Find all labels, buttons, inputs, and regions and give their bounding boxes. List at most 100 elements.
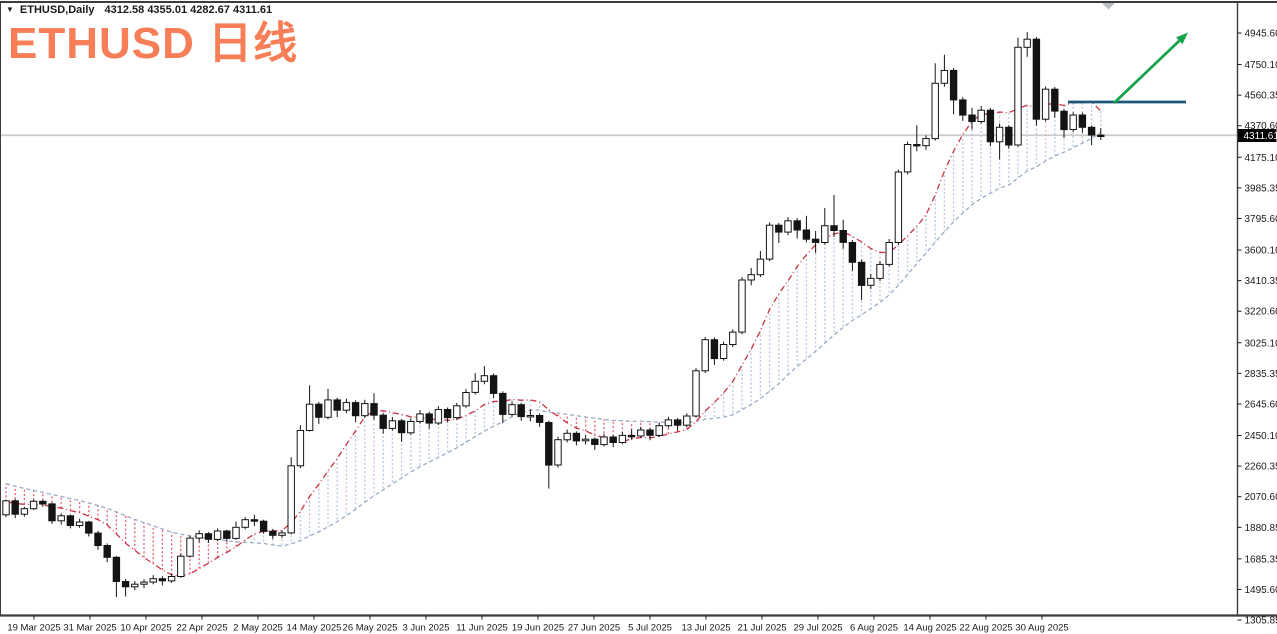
candle bbox=[775, 224, 783, 233]
candle bbox=[765, 224, 774, 260]
user-annotations[interactable] bbox=[1068, 32, 1188, 105]
candle bbox=[121, 581, 130, 588]
price-tick-label: 3025.10 bbox=[1245, 338, 1277, 349]
candle bbox=[922, 138, 930, 147]
candle bbox=[986, 109, 995, 143]
date-tick-label: 19 Jun 2025 bbox=[512, 623, 564, 634]
price-tick-label: 2070.60 bbox=[1245, 492, 1277, 503]
candle bbox=[600, 436, 608, 446]
price-tick-label: 4370.60 bbox=[1245, 121, 1277, 132]
candle bbox=[112, 556, 121, 582]
candle bbox=[94, 532, 102, 546]
candle bbox=[232, 526, 240, 539]
candle bbox=[278, 532, 286, 536]
candle bbox=[894, 171, 903, 243]
candle bbox=[931, 82, 939, 140]
candle bbox=[167, 576, 176, 582]
candle bbox=[903, 144, 912, 173]
candle bbox=[747, 274, 755, 281]
up-arrow-shaft[interactable] bbox=[1113, 39, 1181, 105]
candle bbox=[250, 519, 259, 522]
candle bbox=[462, 392, 470, 407]
current-price-badge-label: 4311.61 bbox=[1244, 131, 1277, 142]
candle bbox=[830, 225, 838, 231]
price-tick-label: 4175.10 bbox=[1245, 153, 1277, 164]
price-tick-label: 1685.35 bbox=[1245, 554, 1277, 565]
candle bbox=[784, 220, 792, 233]
candle bbox=[149, 578, 157, 583]
up-arrow-head[interactable] bbox=[1176, 32, 1188, 45]
ma-fast-line bbox=[5, 100, 1102, 577]
candle bbox=[609, 436, 617, 443]
candle bbox=[407, 421, 415, 434]
candle bbox=[867, 277, 875, 286]
candle bbox=[499, 392, 507, 415]
candle bbox=[370, 403, 378, 416]
candle bbox=[1041, 88, 1050, 120]
date-tick-label: 22 Aug 2025 bbox=[959, 623, 1012, 634]
candle bbox=[857, 261, 866, 286]
candle bbox=[29, 500, 38, 510]
candle bbox=[526, 415, 535, 418]
candle bbox=[618, 434, 627, 443]
price-tick-label: 2450.10 bbox=[1245, 431, 1277, 442]
candle bbox=[811, 238, 820, 243]
date-tick-label: 22 Apr 2025 bbox=[176, 623, 227, 634]
candle bbox=[204, 533, 213, 540]
chart-shift-marker-icon[interactable] bbox=[1102, 3, 1115, 10]
moving-averages bbox=[5, 100, 1102, 577]
candle bbox=[287, 465, 295, 534]
candle bbox=[342, 402, 351, 411]
candle bbox=[241, 519, 249, 528]
candle bbox=[959, 99, 967, 116]
candle bbox=[1069, 114, 1077, 130]
candle bbox=[710, 339, 719, 360]
candle bbox=[563, 432, 571, 441]
candle bbox=[545, 422, 553, 466]
candle bbox=[158, 578, 167, 582]
candle bbox=[683, 415, 691, 426]
candle bbox=[1097, 134, 1105, 138]
price-tick-label: 1305.85 bbox=[1245, 616, 1277, 627]
candle bbox=[443, 409, 452, 419]
candle bbox=[66, 515, 75, 526]
candle bbox=[11, 500, 19, 515]
date-tick-label: 10 Apr 2025 bbox=[120, 623, 171, 634]
candle bbox=[581, 438, 590, 442]
candle bbox=[554, 439, 562, 466]
price-tick-label: 4560.35 bbox=[1245, 91, 1277, 102]
candle bbox=[259, 520, 268, 532]
candle bbox=[517, 404, 525, 418]
candle bbox=[324, 399, 332, 418]
collapse-chart-icon[interactable]: ▼ bbox=[6, 5, 14, 14]
candle bbox=[508, 404, 516, 415]
time-axis[interactable]: 19 Mar 2025 31 Mar 2025 10 Apr 2025 22 Apr … bbox=[7, 615, 1069, 634]
candle bbox=[2, 500, 10, 516]
chart-title-bar: ▼ ETHUSD,Daily 4312.58 4355.01 4282.67 4… bbox=[6, 4, 272, 16]
candle bbox=[977, 109, 985, 122]
price-axis[interactable]: 4945.60 4750.10 4560.35 4370.60 4175.10 3985.… bbox=[1237, 29, 1277, 627]
price-tick-label: 3600.10 bbox=[1245, 246, 1277, 257]
candle bbox=[20, 508, 29, 515]
candles bbox=[2, 32, 1105, 598]
price-tick-label: 1880.85 bbox=[1245, 523, 1277, 534]
candle bbox=[1060, 110, 1068, 131]
candle bbox=[995, 126, 1004, 143]
candle bbox=[719, 344, 728, 359]
candle bbox=[839, 230, 847, 243]
candle bbox=[140, 581, 148, 585]
candle bbox=[489, 375, 498, 394]
candle bbox=[572, 432, 581, 442]
candle bbox=[425, 413, 433, 424]
candle bbox=[48, 503, 56, 522]
date-tick-label: 26 May 2025 bbox=[343, 623, 398, 634]
candle bbox=[673, 419, 682, 426]
candle bbox=[1032, 38, 1041, 120]
price-tick-label: 4945.60 bbox=[1245, 29, 1277, 40]
date-tick-label: 2 May 2025 bbox=[233, 623, 283, 634]
candle bbox=[793, 220, 801, 231]
candle bbox=[434, 409, 443, 424]
date-tick-label: 5 Jul 2025 bbox=[628, 623, 672, 634]
